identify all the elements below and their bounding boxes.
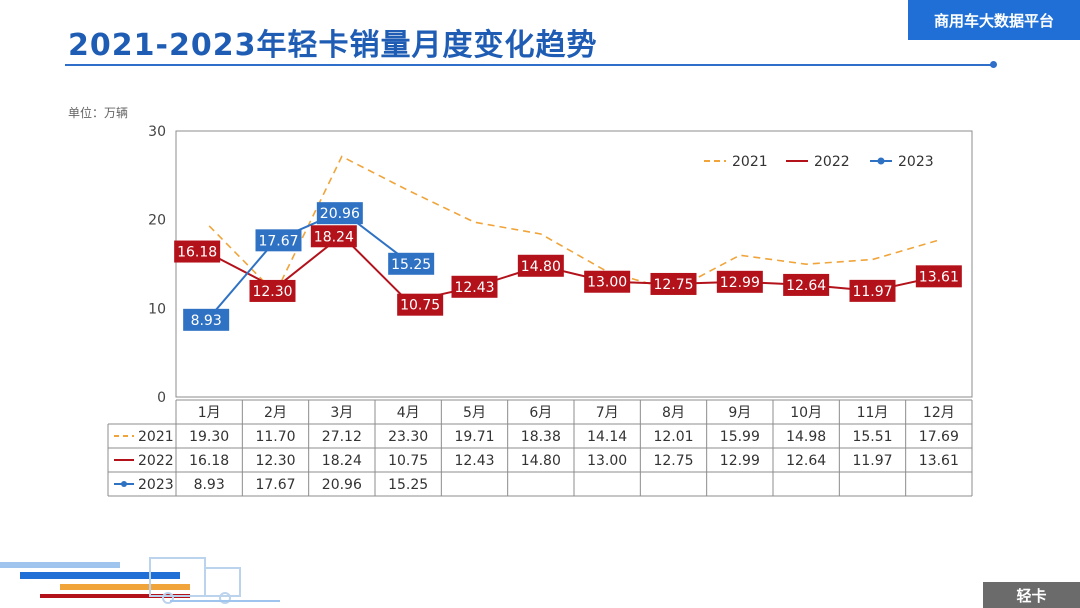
table-cell-2021: 12.01 (653, 429, 693, 445)
truck-decoration (0, 557, 280, 604)
data-label-2023: 20.96 (320, 206, 360, 222)
data-label-box-2023 (255, 229, 302, 252)
table-cell-2021: 15.51 (852, 429, 892, 445)
table-cell-2022: 18.24 (322, 453, 362, 469)
data-label-box-2022 (584, 270, 631, 293)
table-cell-2023: 20.96 (322, 477, 362, 493)
table-cell-2021: 19.30 (189, 429, 229, 445)
x-tick-label: 6月 (529, 405, 552, 421)
plot-area (175, 130, 973, 398)
x-tick-label: 9月 (728, 405, 751, 421)
data-label-box-2023 (388, 252, 435, 275)
table-cell-2022: 12.64 (786, 453, 826, 469)
table-cell-2022: 12.99 (720, 453, 760, 469)
x-tick-label: 1月 (198, 405, 221, 421)
x-tick-label: 5月 (463, 405, 486, 421)
data-label-box-2022 (249, 279, 296, 302)
table-cell-2022: 11.97 (852, 453, 892, 469)
table-cell-2022: 12.30 (255, 453, 295, 469)
data-label-2022: 12.64 (786, 278, 826, 294)
table-cell-2022: 13.00 (587, 453, 627, 469)
data-label-box-2023 (316, 202, 363, 225)
data-label-box-2023 (183, 308, 230, 331)
data-label-2022: 16.18 (177, 245, 217, 261)
table-cell-2022: 12.75 (653, 453, 693, 469)
table-row-header-2021: 2021 (138, 429, 174, 445)
table-cell-2021: 23.30 (388, 429, 428, 445)
table-cell-2021: 27.12 (322, 429, 362, 445)
x-tick-label: 2月 (264, 405, 287, 421)
table-cell-2022: 13.61 (919, 453, 959, 469)
data-label-box-2022 (650, 272, 697, 295)
data-label-2022: 12.43 (454, 280, 494, 296)
data-label-2022: 12.30 (252, 284, 292, 300)
data-label-box-2022 (451, 275, 498, 298)
x-tick-label: 4月 (397, 405, 420, 421)
y-tick-label: 30 (148, 124, 166, 140)
table-row-marker-2023 (121, 481, 127, 487)
table-row-header-2023: 2023 (138, 477, 174, 493)
data-label-2022: 14.80 (521, 259, 561, 275)
legend-label-2021: 2021 (732, 154, 768, 170)
data-label-box-2022 (915, 265, 962, 288)
table-cell-2021: 11.70 (255, 429, 295, 445)
data-label-2023: 15.25 (391, 257, 431, 273)
table-cell-2021: 14.14 (587, 429, 627, 445)
series-line-2023 (208, 210, 409, 319)
category-label: 轻卡 (983, 582, 1080, 608)
data-label-box-2022 (849, 279, 896, 302)
x-tick-label: 7月 (596, 405, 619, 421)
data-label-box-2022 (174, 240, 221, 263)
x-tick-label: 11月 (857, 405, 889, 421)
data-label-2022: 11.97 (852, 284, 892, 300)
data-label-2022: 12.75 (653, 277, 693, 293)
brand-badge: 商用车大数据平台 (908, 0, 1080, 40)
data-label-box-2022 (397, 293, 444, 316)
data-label-2023: 17.67 (258, 233, 298, 249)
legend-label-2022: 2022 (814, 154, 850, 170)
table-cell-2023: 8.93 (194, 477, 225, 493)
data-label-2023: 8.93 (191, 313, 222, 329)
table-cell-2023: 15.25 (388, 477, 428, 493)
table-cell-2022: 10.75 (388, 453, 428, 469)
y-tick-label: 0 (157, 390, 166, 406)
data-label-2022: 10.75 (400, 298, 440, 314)
page-title: 2021-2023年轻卡销量月度变化趋势 (68, 28, 598, 63)
data-label-2022: 13.00 (587, 275, 627, 291)
y-tick-label: 10 (148, 301, 166, 317)
data-label-2022: 13.61 (919, 269, 959, 285)
table-cell-2021: 15.99 (720, 429, 760, 445)
x-tick-label: 10月 (790, 405, 822, 421)
table-cell-2021: 18.38 (521, 429, 561, 445)
table-cell-2021: 19.71 (454, 429, 494, 445)
x-tick-label: 3月 (330, 405, 353, 421)
data-label-box-2022 (716, 270, 763, 293)
table-row-header-2022: 2022 (138, 453, 174, 469)
legend-marker-2023 (877, 157, 885, 165)
table-cell-2022: 16.18 (189, 453, 229, 469)
title-divider (65, 64, 995, 66)
x-tick-label: 12月 (923, 405, 955, 421)
unit-label: 单位：万辆 (68, 106, 129, 120)
title-divider-dot (990, 61, 997, 68)
data-label-box-2022 (310, 225, 357, 248)
table-cell-2023: 17.67 (255, 477, 295, 493)
x-tick-label: 8月 (662, 405, 685, 421)
table-cell-2022: 12.43 (454, 453, 494, 469)
data-label-2022: 18.24 (314, 229, 354, 245)
y-tick-label: 20 (148, 213, 166, 229)
data-label-box-2022 (517, 254, 564, 277)
series-line-2021 (208, 155, 940, 295)
data-label-box-2022 (783, 273, 830, 296)
table-cell-2022: 14.80 (521, 453, 561, 469)
table-cell-2021: 14.98 (786, 429, 826, 445)
legend-label-2023: 2023 (898, 154, 934, 170)
data-label-2022: 12.99 (720, 275, 760, 291)
table-cell-2021: 17.69 (919, 429, 959, 445)
